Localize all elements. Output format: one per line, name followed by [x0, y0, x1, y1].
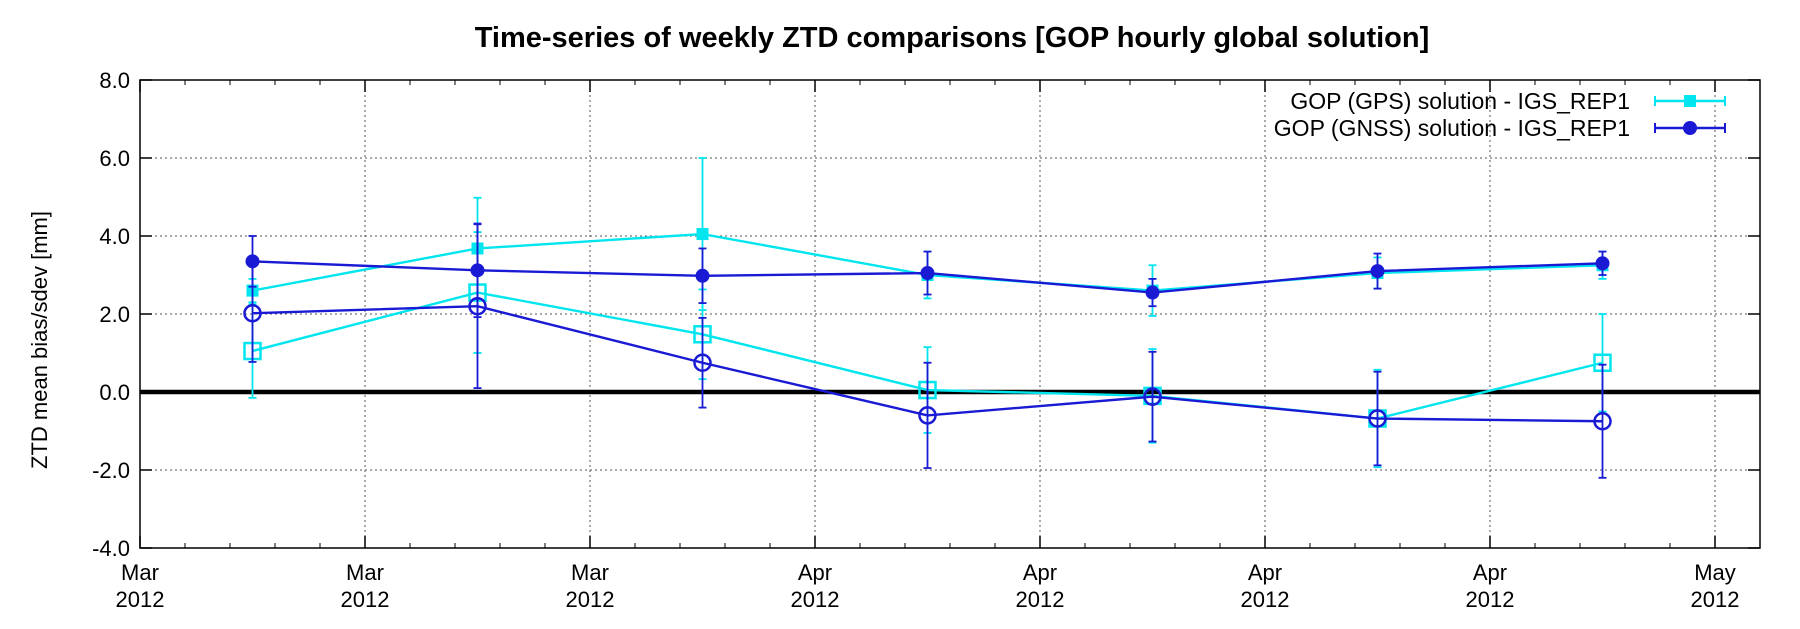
x-tick-label-month: May — [1694, 560, 1736, 585]
y-tick-label: 4.0 — [99, 224, 130, 249]
x-tick-label-year: 2012 — [116, 587, 165, 612]
data-point-sdev — [470, 263, 485, 278]
data-point-bias — [243, 303, 262, 323]
chart-title: Time-series of weekly ZTD comparisons [G… — [475, 22, 1430, 54]
legend-marker — [1684, 95, 1696, 107]
x-tick-label-month: Mar — [346, 560, 384, 585]
x-tick-label-year: 2012 — [341, 587, 390, 612]
data-point-sdev — [696, 228, 709, 241]
y-tick-label: -2.0 — [92, 458, 130, 483]
data-point-bias — [693, 353, 712, 372]
x-tick-label-month: Apr — [798, 560, 832, 585]
y-tick-label: 8.0 — [99, 68, 130, 93]
y-axis-label: ZTD mean bias/sdev [mm] — [27, 211, 52, 469]
x-tick-label-year: 2012 — [1241, 587, 1290, 612]
x-tick-label-month: Mar — [121, 560, 159, 585]
y-tick-label: 2.0 — [99, 302, 130, 327]
data-point-sdev — [920, 266, 935, 281]
x-tick-label-year: 2012 — [1691, 587, 1740, 612]
data-point-sdev — [245, 254, 260, 269]
x-tick-label-year: 2012 — [566, 587, 615, 612]
legend-entry-label: GOP (GPS) solution - IGS_REP1 — [1290, 88, 1630, 114]
data-point-bias — [1368, 409, 1387, 428]
plot-area: -4.0-2.00.02.04.06.08.0Mar2012Mar2012Mar… — [92, 68, 1761, 612]
data-point-sdev — [695, 268, 710, 283]
legend-entry-label: GOP (GNSS) solution - IGS_REP1 — [1274, 115, 1630, 141]
data-point-sdev — [1145, 285, 1160, 300]
y-tick-label: 0.0 — [99, 380, 130, 405]
data-point-bias — [918, 406, 937, 425]
data-point-sdev — [1595, 256, 1610, 271]
y-tick-label: 6.0 — [99, 146, 130, 171]
data-point-bias — [1143, 387, 1162, 406]
x-tick-label-month: Apr — [1023, 560, 1057, 585]
x-tick-label-month: Apr — [1248, 560, 1282, 585]
y-tick-label: -4.0 — [92, 536, 130, 561]
data-point-bias — [1593, 412, 1612, 431]
data-point-sdev — [1370, 264, 1385, 279]
x-tick-label-month: Apr — [1473, 560, 1507, 585]
legend-marker — [1683, 121, 1697, 135]
x-tick-label-month: Mar — [571, 560, 609, 585]
x-tick-label-year: 2012 — [1016, 587, 1065, 612]
x-tick-label-year: 2012 — [1466, 587, 1515, 612]
x-tick-label-year: 2012 — [791, 587, 840, 612]
